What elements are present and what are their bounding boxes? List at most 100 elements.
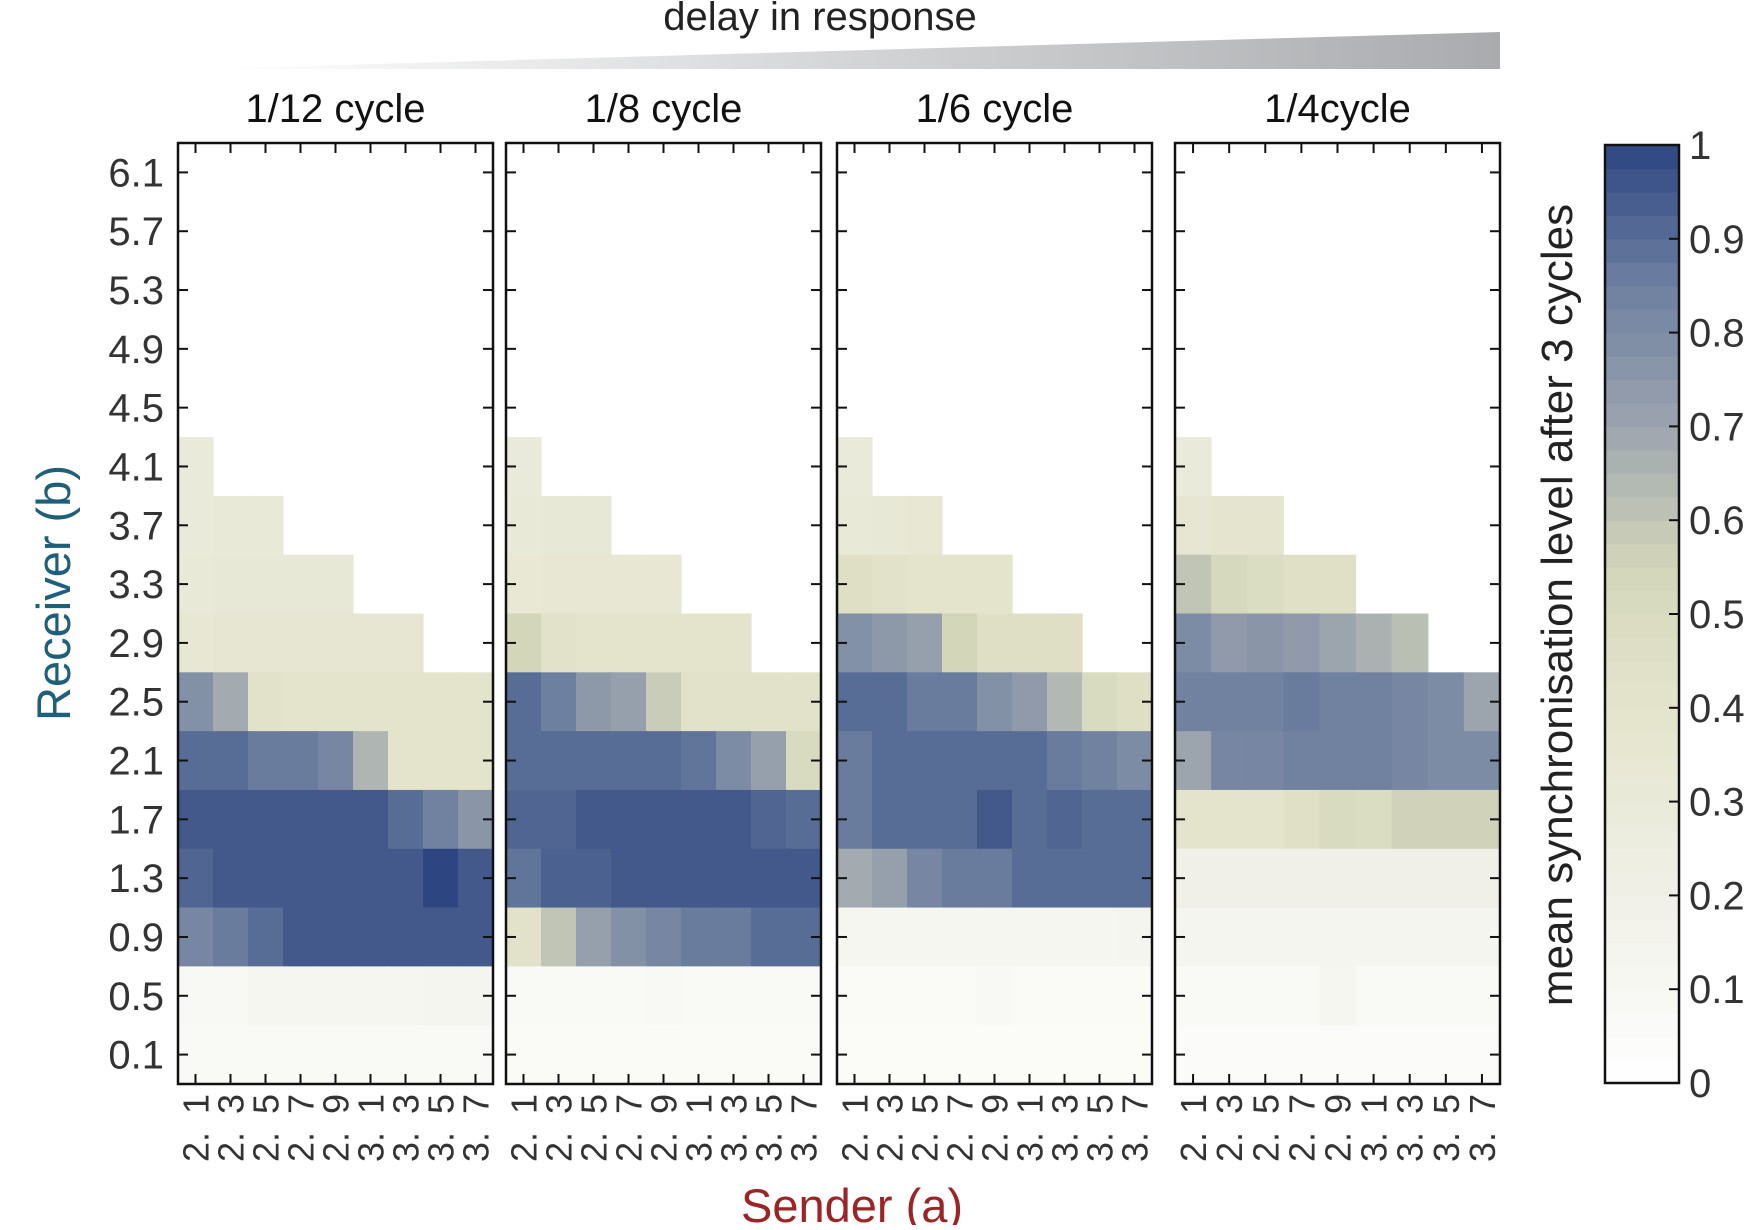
- heat-cell: [716, 613, 752, 673]
- x-tick-label: 3 2.: [211, 1094, 252, 1162]
- heat-cell: [576, 966, 612, 1026]
- x-tick-label: 1 3.: [1010, 1094, 1051, 1162]
- heat-cell: [213, 672, 249, 732]
- heat-cell: [681, 789, 717, 850]
- x-tick-label-bottom: 3.: [1115, 1132, 1156, 1162]
- heat-cell: [1355, 731, 1393, 791]
- heat-cell: [977, 613, 1013, 673]
- heat-cell: [1211, 907, 1248, 967]
- heat-cell: [318, 848, 354, 909]
- x-tick-label-top: 1: [504, 1094, 545, 1114]
- x-tick-label-bottom: 2.: [574, 1132, 615, 1162]
- x-tick-label-bottom: 2.: [246, 1132, 287, 1162]
- colorbar-step: [1605, 590, 1679, 615]
- panel-title: 1/12 cycle: [245, 87, 425, 131]
- colorbar-tick-label: 0.1: [1689, 968, 1745, 1012]
- x-tick-label-bottom: 2.: [539, 1132, 580, 1162]
- colorbar-step: [1605, 754, 1679, 779]
- x-tick-label-top: 5: [1080, 1094, 1121, 1114]
- heat-cell: [1211, 495, 1248, 556]
- heat-cell: [541, 907, 577, 967]
- x-tick-label-top: 5: [1245, 1094, 1286, 1114]
- heat-cell: [248, 848, 284, 909]
- x-tick-label-top: 5: [1426, 1094, 1467, 1114]
- panel-1: 1/12 cycle6.15.75.34.94.54.13.73.32.92.5…: [108, 87, 496, 1162]
- heat-cell: [1211, 554, 1248, 615]
- x-tick-label-top: 3: [1045, 1094, 1086, 1114]
- heat-cell: [1283, 907, 1321, 967]
- x-axis-title: Sender (a): [741, 1179, 963, 1225]
- suptitle: delay in response: [663, 0, 977, 39]
- heat-cell: [1391, 672, 1429, 732]
- heat-cell: [213, 731, 249, 791]
- heat-cell: [1012, 789, 1048, 850]
- heat-cell: [318, 554, 354, 615]
- x-tick-label-top: 7: [609, 1094, 650, 1114]
- y-tick-label: 4.5: [108, 387, 164, 431]
- heat-cell: [1247, 731, 1284, 791]
- colorbar-step: [1605, 918, 1679, 943]
- heat-cell: [942, 848, 978, 909]
- panel-title: 1/8 cycle: [585, 87, 743, 131]
- heat-cell: [681, 731, 717, 791]
- x-tick-label-top: 5: [421, 1094, 462, 1114]
- y-tick-label: 0.5: [108, 975, 164, 1019]
- x-tick-label: 3 3.: [386, 1094, 427, 1162]
- x-tick-label-bottom: 2.: [835, 1132, 876, 1162]
- heat-cell: [353, 789, 389, 850]
- x-tick-label-top: 3: [714, 1094, 755, 1114]
- heat-cell: [1082, 731, 1118, 791]
- colorbar-step: [1605, 379, 1679, 404]
- x-tick-label: 3 2.: [870, 1094, 911, 1162]
- x-tick-label-top: 9: [644, 1094, 685, 1114]
- heat-cell: [318, 613, 354, 673]
- colorbar-step: [1605, 1059, 1679, 1084]
- heat-cell: [1211, 789, 1248, 850]
- heat-cell: [213, 966, 249, 1026]
- heat-cell: [942, 966, 978, 1026]
- heat-cell: [283, 554, 319, 615]
- heat-cell: [388, 613, 424, 673]
- x-tick-label-top: 7: [1281, 1094, 1322, 1114]
- x-tick-label-top: 3: [539, 1094, 580, 1114]
- x-tick-label-top: 7: [1115, 1094, 1156, 1114]
- heat-cell: [1247, 848, 1284, 909]
- colorbar-step: [1605, 332, 1679, 357]
- heat-cell: [1082, 789, 1118, 850]
- heat-cell: [388, 907, 424, 967]
- panel-title: 1/6 cycle: [916, 87, 1074, 131]
- heat-cell: [907, 848, 943, 909]
- heat-cell: [1391, 731, 1429, 791]
- heat-cell: [681, 966, 717, 1026]
- y-tick-label: 1.7: [108, 798, 164, 842]
- heat-cell: [1283, 966, 1321, 1026]
- heat-cell: [248, 495, 284, 556]
- heat-cell: [1047, 613, 1083, 673]
- heat-cell: [751, 966, 787, 1026]
- heat-cell: [611, 789, 647, 850]
- colorbar-step: [1605, 848, 1679, 873]
- heat-cell: [1082, 907, 1118, 967]
- heat-cell: [388, 848, 424, 909]
- heat-cell: [1427, 848, 1465, 909]
- colorbar-step: [1605, 871, 1679, 896]
- y-tick-label: 3.7: [108, 504, 164, 548]
- heat-cell: [576, 731, 612, 791]
- x-tick-label: 7 3.: [784, 1094, 825, 1162]
- heat-cell: [213, 848, 249, 909]
- heat-cell: [942, 789, 978, 850]
- x-tick-label-top: 1: [1354, 1094, 1395, 1114]
- x-tick-label: 3 3.: [1390, 1094, 1431, 1162]
- x-tick-label-bottom: 3.: [749, 1132, 790, 1162]
- x-tick-label-top: 7: [940, 1094, 981, 1114]
- colorbar-step: [1605, 309, 1679, 334]
- x-tick-label-bottom: 3.: [421, 1132, 462, 1162]
- heat-cell: [576, 495, 612, 556]
- heat-cell: [1391, 613, 1429, 673]
- heat-cell: [1427, 789, 1465, 850]
- heat-cell: [907, 672, 943, 732]
- x-tick-label-top: 7: [784, 1094, 825, 1114]
- colorbar-step: [1605, 168, 1679, 193]
- heat-cell: [248, 789, 284, 850]
